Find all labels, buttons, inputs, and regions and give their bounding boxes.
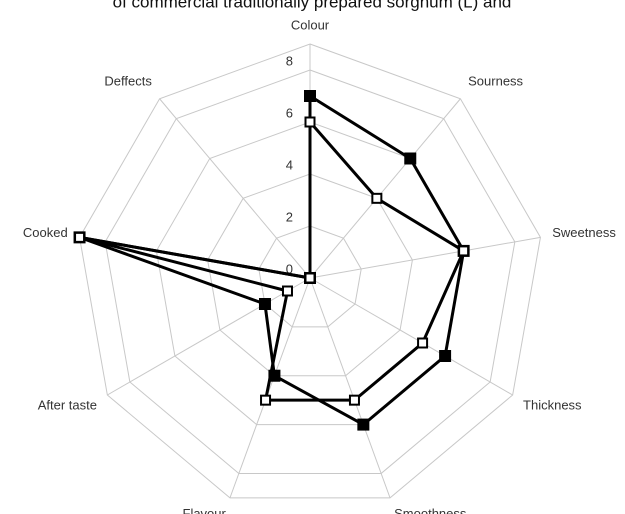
category-label: After taste <box>38 397 97 412</box>
series-line <box>78 120 466 402</box>
spoke <box>229 277 311 499</box>
category-label: Cooked <box>23 225 68 240</box>
spoke <box>309 98 461 279</box>
data-point <box>281 285 293 297</box>
spoke <box>159 98 311 279</box>
outer-ring <box>79 43 541 499</box>
tick-label: 8 <box>286 53 293 68</box>
grid-ring <box>258 225 362 328</box>
data-point <box>304 90 316 102</box>
data-point <box>304 116 316 128</box>
category-label: Sourness <box>468 73 523 88</box>
chart-title: of commercial traditionally prepared sor… <box>113 0 512 11</box>
data-point <box>458 245 470 257</box>
spoke <box>107 277 311 396</box>
data-point <box>74 231 86 243</box>
data-point <box>258 298 271 310</box>
tick-label: 6 <box>286 105 293 120</box>
category-label: Smoothness <box>394 506 467 514</box>
category-label: Thickness <box>523 397 582 412</box>
data-point <box>404 152 417 165</box>
spoke <box>309 277 513 396</box>
tick-label: 2 <box>286 209 293 224</box>
data-point <box>417 337 429 349</box>
data-point <box>260 394 272 406</box>
data-point <box>304 272 316 284</box>
category-label: Flavour <box>183 506 227 514</box>
data-point <box>439 350 452 362</box>
category-label: Deffects <box>104 73 152 88</box>
spoke <box>309 277 391 499</box>
data-point <box>348 394 360 406</box>
category-label: Sweetness <box>552 225 616 240</box>
data-point <box>371 192 383 204</box>
tick-label: 0 <box>286 261 293 276</box>
category-label: Colour <box>291 17 330 32</box>
data-point <box>357 418 370 431</box>
spoke <box>309 236 541 279</box>
grid-ring <box>104 69 516 474</box>
tick-label: 4 <box>286 157 293 172</box>
grid-ring <box>207 173 413 377</box>
